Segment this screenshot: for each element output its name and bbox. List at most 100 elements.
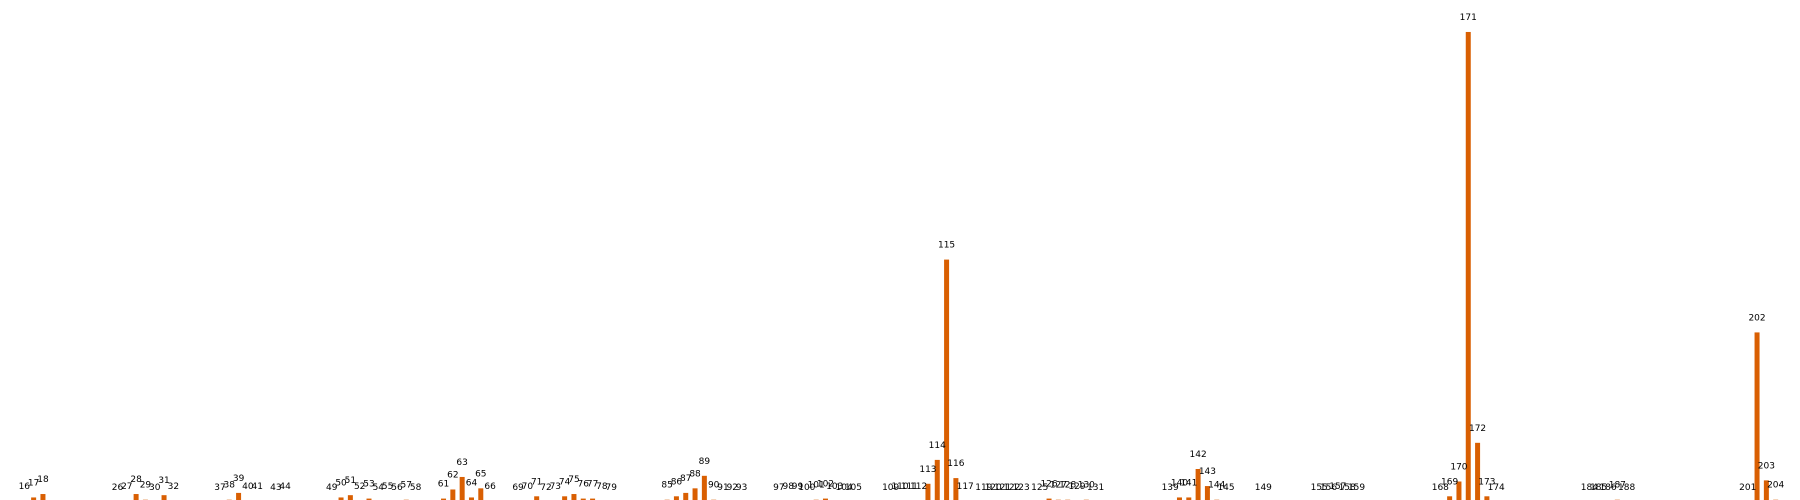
- bar-label-75: 75: [568, 475, 579, 485]
- bar-label-39: 39: [233, 474, 245, 484]
- bar-label-89: 89: [699, 457, 711, 467]
- bar-label-112: 112: [910, 482, 927, 492]
- bar-label-159: 159: [1348, 483, 1365, 493]
- bar-label-90: 90: [708, 481, 720, 491]
- bar-label-101: 101: [808, 481, 825, 491]
- bar-label-43: 43: [270, 483, 281, 493]
- bar-50: [338, 497, 344, 500]
- bar-label-116: 116: [947, 459, 964, 469]
- bar-label-70: 70: [522, 482, 534, 492]
- bar-label-53: 53: [363, 480, 374, 490]
- bar-label-202: 202: [1748, 313, 1765, 323]
- bar-label-158: 158: [1339, 483, 1356, 493]
- bar-label-140: 140: [1171, 478, 1188, 488]
- bar-label-61: 61: [438, 480, 449, 490]
- bar-39: [236, 492, 242, 500]
- bar-202: [1754, 332, 1760, 500]
- bar-label-18: 18: [37, 475, 49, 485]
- bar-label-110: 110: [891, 482, 908, 492]
- bar-label-109: 109: [882, 483, 899, 493]
- bar-label-111: 111: [901, 482, 918, 492]
- bar-label-156: 156: [1320, 483, 1337, 493]
- bar-label-129: 129: [1068, 482, 1085, 492]
- bar-label-203: 203: [1758, 461, 1775, 471]
- bar-75: [571, 494, 577, 500]
- bar-label-127: 127: [1050, 481, 1067, 491]
- bar-label-131: 131: [1087, 483, 1104, 493]
- bar-label-92: 92: [727, 483, 738, 493]
- bar-61: [441, 498, 447, 500]
- bar-label-69: 69: [512, 483, 524, 493]
- bar-label-78: 78: [596, 482, 608, 492]
- bar-label-54: 54: [373, 483, 385, 493]
- bar-label-130: 130: [1078, 481, 1095, 491]
- bar-label-29: 29: [140, 481, 152, 491]
- bar-label-143: 143: [1199, 467, 1216, 477]
- bar-76: [580, 498, 586, 500]
- bar-label-63: 63: [456, 458, 467, 468]
- bar-label-155: 155: [1311, 483, 1328, 493]
- bar-71: [534, 496, 540, 500]
- bar-label-102: 102: [817, 480, 834, 490]
- bar-label-172: 172: [1469, 424, 1486, 434]
- bar-141: [1186, 497, 1192, 500]
- bar-label-117: 117: [957, 482, 974, 492]
- bar-label-73: 73: [550, 482, 561, 492]
- bar-label-52: 52: [354, 482, 365, 492]
- bar-label-173: 173: [1478, 477, 1495, 487]
- bar-label-114: 114: [929, 441, 946, 451]
- bar-label-121: 121: [994, 483, 1011, 493]
- bar-label-85: 85: [661, 481, 672, 491]
- bar-label-204: 204: [1767, 481, 1784, 491]
- bar-label-141: 141: [1180, 478, 1197, 488]
- bar-label-37: 37: [214, 483, 225, 493]
- bar-label-27: 27: [121, 482, 132, 492]
- bar-203: [1763, 480, 1769, 500]
- bar-label-31: 31: [158, 476, 169, 486]
- bar-label-28: 28: [130, 475, 142, 485]
- bar-label-145: 145: [1217, 483, 1234, 493]
- bar-label-97: 97: [773, 483, 784, 493]
- bar-102: [822, 498, 828, 500]
- bar-89: [701, 475, 707, 500]
- bar-62: [450, 489, 456, 500]
- bar-label-72: 72: [540, 483, 551, 493]
- bar-label-157: 157: [1329, 482, 1346, 492]
- bar-142: [1195, 469, 1201, 500]
- bar-label-26: 26: [112, 483, 124, 493]
- bar-label-185: 185: [1590, 483, 1607, 493]
- bar-label-57: 57: [401, 481, 412, 491]
- bar-74: [562, 496, 568, 500]
- bar-label-99: 99: [792, 482, 804, 492]
- bar-label-91: 91: [717, 483, 728, 493]
- bars-group: [31, 31, 1779, 500]
- bar-label-64: 64: [466, 478, 478, 488]
- bar-label-104: 104: [836, 483, 853, 493]
- bar-140: [1176, 497, 1182, 500]
- bar-28: [133, 494, 139, 500]
- bar-label-184: 184: [1581, 483, 1598, 493]
- bar-label-17: 17: [28, 478, 39, 488]
- bar-label-168: 168: [1432, 483, 1449, 493]
- bar-label-51: 51: [345, 476, 356, 486]
- bar-51: [347, 495, 353, 500]
- bar-63: [459, 476, 465, 500]
- bar-173: [1484, 496, 1490, 500]
- bar-label-174: 174: [1488, 483, 1505, 493]
- bar-label-113: 113: [919, 465, 936, 475]
- bar-label-123: 123: [1013, 483, 1030, 493]
- bar-label-188: 188: [1618, 483, 1635, 493]
- bar-label-100: 100: [798, 483, 815, 493]
- bar-label-103: 103: [826, 482, 843, 492]
- bar-64: [468, 497, 474, 500]
- bar-18: [40, 494, 46, 500]
- bar-label-86: 86: [671, 477, 683, 487]
- bar-171: [1465, 31, 1471, 500]
- bar-113: [925, 483, 931, 500]
- bar-label-139: 139: [1162, 483, 1179, 493]
- bar-label-105: 105: [845, 483, 862, 493]
- bar-label-40: 40: [242, 482, 254, 492]
- bar-label-120: 120: [985, 483, 1002, 493]
